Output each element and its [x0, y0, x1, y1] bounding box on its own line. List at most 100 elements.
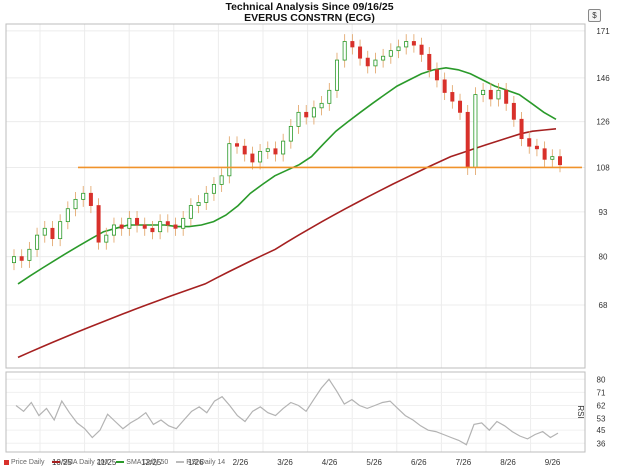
- rsi-y-tick-label: 53: [597, 415, 606, 424]
- candle-body: [311, 107, 316, 118]
- price-y-tick-label: 146: [596, 74, 610, 83]
- legend-item-price[interactable]: Price Daily: [4, 459, 44, 466]
- currency-icon[interactable]: $: [588, 9, 601, 22]
- legend-swatch: [52, 461, 61, 464]
- candle-body: [496, 89, 501, 100]
- sma-50-line: [17, 66, 557, 285]
- candle-body: [481, 89, 486, 95]
- candle-body: [158, 221, 163, 233]
- rsi-y-ticks: 36 45 53 62 71 80 RSI: [576, 375, 606, 448]
- candle-body: [50, 227, 55, 240]
- rsi-line: [15, 378, 559, 446]
- candle-body: [442, 79, 447, 93]
- candle-body: [327, 89, 332, 104]
- candle-body: [473, 94, 478, 168]
- candle-body: [450, 92, 455, 102]
- candle-body: [196, 202, 201, 206]
- legend-swatch: [4, 459, 9, 465]
- rsi-y-tick-label: 80: [597, 375, 606, 384]
- candle-body: [181, 217, 186, 229]
- candle-body: [504, 89, 509, 104]
- candle-body: [204, 192, 209, 203]
- x-tick-label: 3/26: [277, 458, 293, 467]
- price-y-ticks: 68 80 93 108 126 146 171: [596, 27, 610, 310]
- x-tick-label: 6/26: [411, 458, 427, 467]
- rsi-group: [15, 378, 559, 446]
- candle-body: [427, 53, 432, 71]
- chart-legend: Price Daily SMA Daily 200 SMA Daily 50 R…: [4, 459, 231, 466]
- candle-body: [388, 50, 393, 57]
- rsi-panel-frame: [5, 371, 586, 453]
- panel-frames: [5, 23, 586, 453]
- x-tick-label: 8/26: [500, 458, 516, 467]
- legend-label: SMA Daily 50: [126, 459, 169, 466]
- candle-body: [534, 145, 539, 150]
- candle-body: [11, 256, 16, 264]
- candle-body: [81, 192, 86, 200]
- x-tick-label: 7/26: [456, 458, 472, 467]
- rsi-panel-grid: [6, 372, 585, 452]
- candle-body: [319, 102, 324, 109]
- candle-body: [235, 143, 240, 147]
- candle-body: [488, 89, 493, 100]
- sma-50-group: [17, 66, 557, 285]
- candle-body: [188, 205, 193, 219]
- candle-body: [434, 69, 439, 81]
- candle-body: [281, 140, 286, 155]
- x-tick-label: 4/26: [322, 458, 338, 467]
- candle-body: [350, 41, 355, 48]
- candle-body: [342, 41, 347, 61]
- x-axis-ticks: 10/25 11/25 12/25 1/26 2/26 3/26 4/26 5/26 6/26 7…: [52, 458, 561, 467]
- legend-label: SMA Daily 200: [62, 459, 109, 466]
- rsi-y-tick-label: 71: [597, 388, 606, 397]
- candle-body: [242, 145, 247, 155]
- candle-body: [334, 59, 339, 91]
- candle-body: [550, 156, 555, 160]
- candle-body: [127, 217, 132, 229]
- candle-body: [381, 55, 386, 61]
- candle-body: [527, 138, 532, 147]
- x-tick-label: 2/26: [233, 458, 249, 467]
- candle-body: [58, 221, 63, 240]
- candle-body: [458, 100, 463, 113]
- legend-item-rsi[interactable]: RSI Daily 14: [176, 459, 225, 466]
- chart-title: Technical Analysis Since 09/16/25: [225, 1, 394, 13]
- candle-body: [365, 57, 370, 67]
- x-tick-label: 9/26: [545, 458, 561, 467]
- candle-body: [119, 224, 124, 229]
- x-tick-label: 11/25: [97, 458, 117, 467]
- candle-body: [211, 184, 216, 194]
- legend-label: RSI Daily 14: [186, 459, 226, 466]
- price-candles: [11, 34, 563, 271]
- candle-body: [19, 256, 24, 261]
- candle-body: [88, 192, 93, 206]
- candle-body: [111, 224, 116, 236]
- candle-body: [173, 224, 178, 229]
- candle-body: [258, 150, 263, 163]
- candle-body: [304, 111, 309, 118]
- candle-body: [142, 224, 147, 229]
- candle-body: [104, 234, 109, 243]
- candle-body: [250, 153, 255, 163]
- candle-body: [404, 41, 409, 48]
- candle-body: [273, 148, 278, 155]
- candle-body: [558, 156, 563, 166]
- candle-body: [135, 217, 140, 226]
- candle-body: [519, 118, 524, 140]
- price-y-tick-label: 80: [599, 253, 608, 262]
- rsi-axis-label: RSI: [576, 405, 585, 418]
- candle-body: [288, 125, 293, 142]
- legend-item-sma50[interactable]: SMA Daily 50: [116, 459, 168, 466]
- price-y-tick-label: 93: [599, 208, 608, 217]
- candle-body: [419, 44, 424, 55]
- legend-item-sma200[interactable]: SMA Daily 200: [52, 459, 108, 466]
- candle-body: [73, 198, 78, 210]
- candle-body: [265, 148, 270, 152]
- candle-body: [411, 41, 416, 46]
- candle-body: [227, 143, 232, 177]
- price-y-tick-label: 126: [596, 118, 610, 127]
- rsi-y-tick-label: 36: [597, 439, 606, 448]
- legend-swatch: [176, 461, 185, 464]
- price-y-tick-label: 171: [596, 27, 610, 36]
